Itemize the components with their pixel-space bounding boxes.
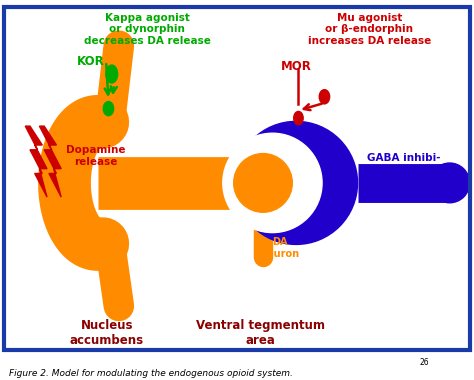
Ellipse shape xyxy=(294,111,303,125)
Text: DA
neuron: DA neuron xyxy=(260,238,299,259)
Text: MOR: MOR xyxy=(281,60,311,73)
Text: Dopamine
release: Dopamine release xyxy=(66,145,126,167)
Text: KOR: KOR xyxy=(77,55,105,68)
Circle shape xyxy=(234,154,292,212)
Polygon shape xyxy=(25,126,47,197)
Text: Nucleus
accumbens: Nucleus accumbens xyxy=(70,319,144,347)
Text: 26: 26 xyxy=(419,358,429,367)
Polygon shape xyxy=(39,126,61,197)
Ellipse shape xyxy=(106,65,118,83)
Circle shape xyxy=(223,133,322,233)
Text: Mesolimbic
pathway: Mesolimbic pathway xyxy=(142,172,204,194)
Circle shape xyxy=(235,121,357,244)
Ellipse shape xyxy=(103,101,114,116)
Text: Figure 2. Model for modulating the endogenous opioid system.: Figure 2. Model for modulating the endog… xyxy=(9,369,293,378)
Text: Kappa agonist
or dynorphin
decreases DA release: Kappa agonist or dynorphin decreases DA … xyxy=(84,13,210,46)
Circle shape xyxy=(234,154,292,212)
Text: GABA inhibi-
tory neuron: GABA inhibi- tory neuron xyxy=(367,153,440,175)
Text: Mu agonist
or β-endorphin
increases DA release: Mu agonist or β-endorphin increases DA r… xyxy=(308,13,431,46)
Circle shape xyxy=(430,163,470,203)
Ellipse shape xyxy=(319,90,329,104)
Text: Ventral tegmentum
area: Ventral tegmentum area xyxy=(196,319,325,347)
